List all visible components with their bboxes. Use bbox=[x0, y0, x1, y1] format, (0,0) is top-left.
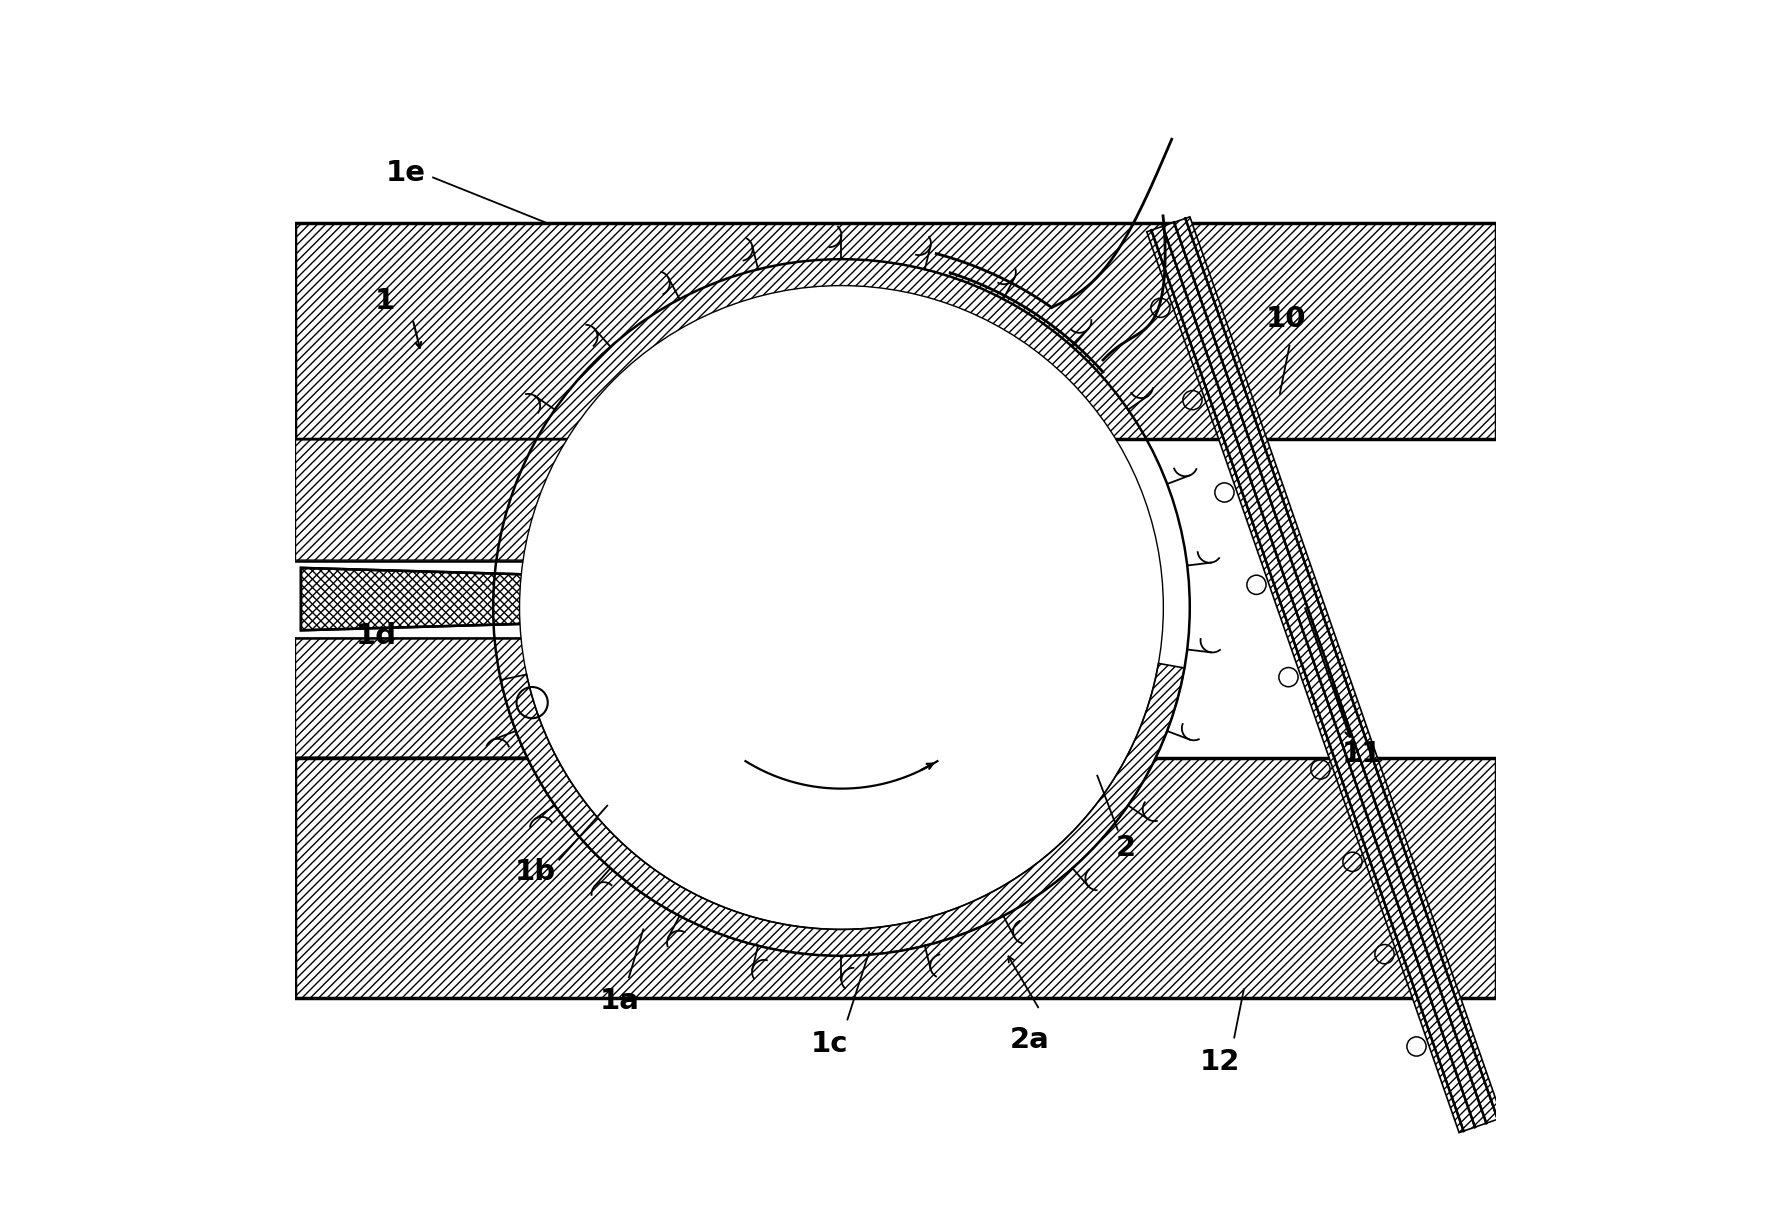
Text: 1a: 1a bbox=[600, 988, 639, 1016]
Polygon shape bbox=[1146, 216, 1503, 1132]
Text: 1: 1 bbox=[374, 287, 396, 315]
Polygon shape bbox=[296, 224, 1495, 440]
Text: 2a: 2a bbox=[1010, 1025, 1050, 1053]
Polygon shape bbox=[296, 560, 661, 638]
Text: 1c: 1c bbox=[811, 1029, 849, 1057]
Text: 1e: 1e bbox=[385, 159, 426, 187]
Polygon shape bbox=[296, 604, 661, 758]
Text: 2: 2 bbox=[1116, 833, 1135, 861]
Text: 12: 12 bbox=[1200, 1047, 1239, 1075]
Text: 1d: 1d bbox=[356, 622, 398, 650]
Polygon shape bbox=[501, 663, 1184, 956]
Polygon shape bbox=[301, 567, 630, 631]
Text: 1b: 1b bbox=[514, 858, 555, 886]
Text: 10: 10 bbox=[1266, 305, 1306, 333]
Polygon shape bbox=[296, 440, 661, 594]
Polygon shape bbox=[296, 758, 1495, 998]
Text: 11: 11 bbox=[1341, 740, 1383, 768]
Polygon shape bbox=[296, 440, 1495, 758]
Circle shape bbox=[519, 286, 1164, 929]
